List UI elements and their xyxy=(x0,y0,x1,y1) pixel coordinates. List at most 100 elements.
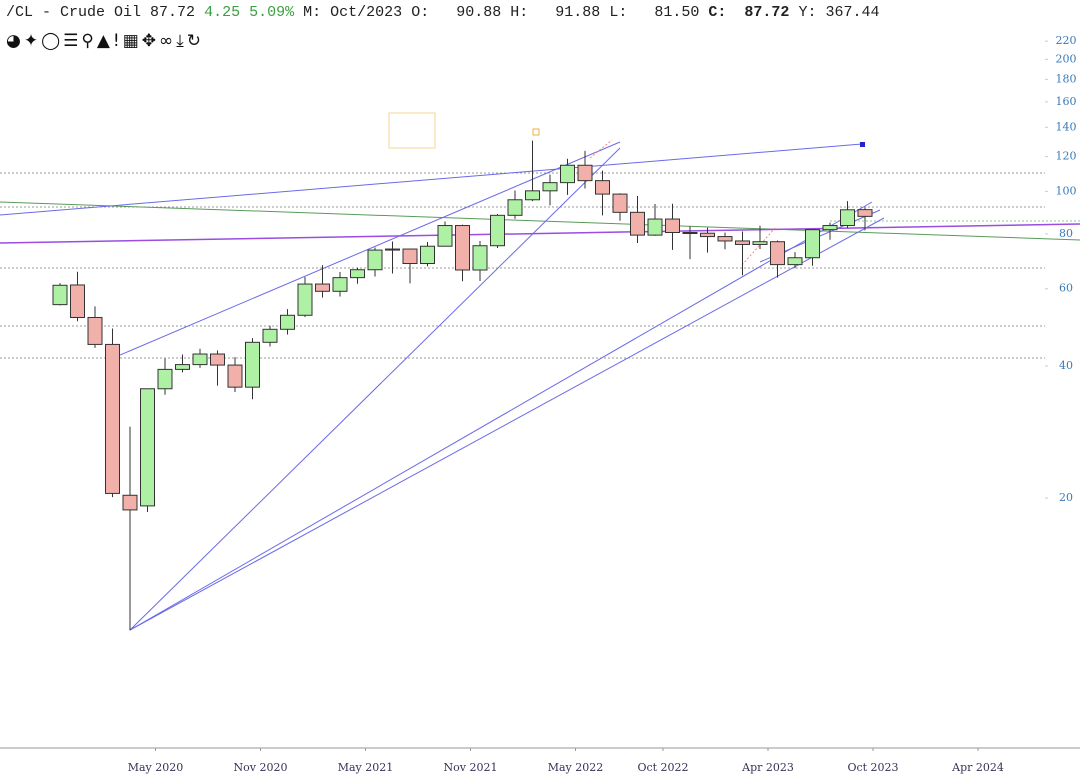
high: 91.88 xyxy=(555,4,601,21)
low: 81.50 xyxy=(654,4,700,21)
trend-line xyxy=(112,141,621,359)
trend-line xyxy=(129,217,885,631)
candle-body xyxy=(245,341,260,388)
y-value: 367.44 xyxy=(825,4,880,21)
tool[interactable]: ✦ xyxy=(23,31,42,51)
handle xyxy=(532,128,540,136)
tool[interactable]: ! xyxy=(112,31,123,51)
handle xyxy=(860,142,865,147)
y-tick-label: 200 xyxy=(1056,52,1077,65)
candle-body xyxy=(332,277,348,292)
close: 87.72 xyxy=(744,4,790,21)
tool[interactable]: ✥ xyxy=(141,31,160,51)
quote-header: /CL - Crude Oil 87.72 4.25 5.09% M: Oct/… xyxy=(6,4,880,21)
candle-body xyxy=(227,364,243,388)
open: 90.88 xyxy=(456,4,502,21)
trend-line xyxy=(0,143,863,216)
price: 87.72 xyxy=(150,4,196,21)
y-tick-label: 40 xyxy=(1059,359,1073,372)
candle-body xyxy=(437,225,453,247)
candle-body xyxy=(577,164,593,182)
period: Oct/2023 xyxy=(330,4,403,21)
tool[interactable]: ▦ xyxy=(122,31,142,51)
trend-line xyxy=(129,201,873,631)
tool[interactable]: ↻ xyxy=(186,31,204,51)
candle-body xyxy=(175,364,190,370)
candle-body xyxy=(770,241,785,266)
candle-body xyxy=(315,283,330,292)
tool[interactable]: ▲ xyxy=(96,31,113,51)
candle-body xyxy=(647,218,663,236)
y-tick-label: 140 xyxy=(1056,120,1077,133)
candle-body xyxy=(752,241,768,245)
candle-body xyxy=(665,218,680,233)
period-label: M: xyxy=(303,4,322,21)
candle-body xyxy=(455,225,470,271)
candle-body xyxy=(52,284,68,306)
candle-body xyxy=(840,209,855,227)
candle-body xyxy=(297,283,313,316)
candle-body xyxy=(367,249,383,271)
x-tick-label: Nov 2020 xyxy=(234,761,288,774)
y-tick-label: 120 xyxy=(1056,150,1077,163)
tool[interactable]: ☰ xyxy=(63,31,82,51)
open-label: O: xyxy=(411,4,430,21)
x-tick-label: Oct 2022 xyxy=(637,761,688,774)
close-label: C: xyxy=(708,4,727,21)
candle-body xyxy=(507,199,523,216)
candle-body xyxy=(822,225,838,231)
x-tick-label: Apr 2024 xyxy=(951,761,1004,774)
y-tick-label: 160 xyxy=(1056,95,1077,108)
candle-body xyxy=(525,190,540,201)
candle-body xyxy=(612,193,628,213)
tool[interactable]: ◯ xyxy=(41,31,64,51)
trend-line xyxy=(129,147,621,631)
x-tick-label: May 2021 xyxy=(338,761,394,774)
candle-body xyxy=(70,284,85,318)
toolbar: ◕✦◯☰⚲▲!▦✥∞⤓↻ xyxy=(6,31,204,51)
trend-line xyxy=(741,227,776,266)
y-label: Y: xyxy=(798,4,817,21)
candle-body xyxy=(385,248,400,251)
y-tick-label: 220 xyxy=(1056,34,1077,47)
candle-body xyxy=(420,245,435,264)
annotation-box xyxy=(388,112,436,149)
candle-body xyxy=(630,211,645,236)
percent: 5.09% xyxy=(249,4,295,21)
candle-body xyxy=(210,353,225,366)
x-tick-label: May 2020 xyxy=(128,761,184,774)
candle-body xyxy=(560,164,575,184)
trend-line xyxy=(0,201,1080,241)
candle-body xyxy=(542,182,558,192)
candle-body xyxy=(595,180,610,195)
candle-body xyxy=(805,229,820,259)
candle-body xyxy=(735,240,750,245)
candle-body xyxy=(700,232,715,238)
y-tick-label: 180 xyxy=(1056,72,1077,85)
change: 4.25 xyxy=(204,4,241,21)
tool[interactable]: ⤓ xyxy=(176,31,187,51)
high-label: H: xyxy=(510,4,529,21)
tool[interactable]: ◕ xyxy=(6,31,24,51)
symbol: /CL - Crude Oil xyxy=(6,4,142,21)
trend-line xyxy=(589,139,613,159)
candle-body xyxy=(472,245,488,271)
candle-body xyxy=(350,269,365,279)
candle-body xyxy=(280,314,295,330)
x-tick-label: May 2022 xyxy=(548,761,604,774)
candle-body xyxy=(140,388,155,507)
x-tick-label: Oct 2023 xyxy=(847,761,898,774)
tool[interactable]: ⚲ xyxy=(81,31,97,51)
y-tick-label: 80 xyxy=(1059,227,1073,240)
candle-body xyxy=(87,316,103,345)
candle-body xyxy=(122,494,138,511)
candle-body xyxy=(857,209,873,217)
candle-body xyxy=(490,214,505,247)
trend-line xyxy=(0,223,1080,244)
candle-body xyxy=(402,248,418,264)
candle-body xyxy=(262,328,278,343)
candle-body xyxy=(682,231,698,234)
tool[interactable]: ∞ xyxy=(159,31,177,51)
